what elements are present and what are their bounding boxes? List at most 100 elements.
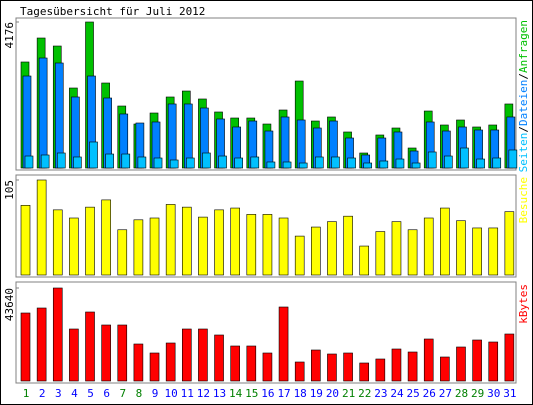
bar bbox=[327, 353, 337, 382]
bar bbox=[133, 343, 144, 382]
x-tick-label: 17 bbox=[277, 387, 290, 400]
bar bbox=[504, 211, 515, 276]
x-tick-label: 28 bbox=[455, 387, 468, 400]
y-max-label: 43640 bbox=[3, 288, 16, 321]
x-tick-label: 27 bbox=[439, 387, 452, 400]
bar bbox=[456, 346, 466, 382]
legend-entry: Dateien bbox=[517, 80, 530, 126]
bar bbox=[133, 219, 144, 276]
bar bbox=[101, 324, 111, 382]
bar bbox=[73, 156, 82, 169]
bar bbox=[167, 103, 177, 169]
x-tick-label: 14 bbox=[229, 387, 243, 400]
bar bbox=[423, 338, 434, 382]
x-tick-label: 5 bbox=[87, 387, 94, 400]
x-tick-label: 18 bbox=[294, 387, 307, 400]
bar bbox=[359, 245, 370, 276]
bar bbox=[359, 362, 370, 382]
bar bbox=[440, 356, 450, 382]
bar bbox=[117, 229, 128, 276]
bar bbox=[149, 352, 160, 382]
x-tick-label: 6 bbox=[103, 387, 110, 400]
bar bbox=[294, 361, 305, 382]
bar bbox=[202, 152, 211, 169]
bar bbox=[246, 214, 257, 276]
legend-entry: Besuche bbox=[517, 177, 530, 223]
bar bbox=[20, 205, 31, 276]
bar bbox=[460, 147, 469, 169]
bar bbox=[40, 154, 50, 169]
x-tick-label: 4 bbox=[71, 387, 78, 400]
bar bbox=[246, 345, 257, 382]
bar bbox=[101, 199, 111, 276]
y-max-label: 105 bbox=[3, 180, 16, 200]
bar bbox=[504, 333, 515, 382]
bar bbox=[315, 156, 324, 169]
bar bbox=[52, 287, 63, 382]
bar bbox=[456, 220, 466, 276]
bar bbox=[407, 229, 418, 276]
legend-separator: / bbox=[517, 73, 530, 80]
bar bbox=[311, 226, 321, 276]
legend-entry: Anfragen bbox=[517, 20, 530, 73]
bar bbox=[391, 348, 402, 382]
bar bbox=[391, 221, 402, 276]
bar bbox=[476, 158, 485, 169]
x-tick-label: 8 bbox=[136, 387, 143, 400]
bar bbox=[266, 161, 276, 169]
bar bbox=[278, 217, 289, 276]
x-tick-label: 7 bbox=[119, 387, 126, 400]
bar bbox=[262, 214, 273, 276]
x-tick-label: 3 bbox=[55, 387, 62, 400]
legend-entry: Seiten bbox=[517, 133, 530, 173]
bar bbox=[181, 206, 192, 276]
bar bbox=[327, 221, 337, 276]
bar bbox=[56, 152, 66, 169]
x-tick-label: 19 bbox=[310, 387, 323, 400]
bar bbox=[234, 157, 243, 169]
bar bbox=[69, 217, 79, 276]
legend-entry: kBytes bbox=[517, 284, 530, 324]
x-tick-label: 23 bbox=[374, 387, 387, 400]
bar bbox=[230, 345, 240, 382]
bar bbox=[472, 339, 482, 382]
bar bbox=[280, 116, 290, 169]
x-tick-label: 24 bbox=[390, 387, 404, 400]
bar bbox=[52, 209, 63, 276]
bar bbox=[149, 217, 160, 276]
bar bbox=[165, 204, 176, 276]
bar bbox=[250, 156, 260, 169]
bar bbox=[153, 157, 163, 169]
bar bbox=[20, 312, 31, 382]
bar bbox=[22, 75, 32, 169]
bar bbox=[298, 162, 308, 169]
bar bbox=[230, 207, 240, 276]
bar bbox=[423, 217, 434, 276]
bar bbox=[375, 358, 386, 382]
bar bbox=[89, 141, 98, 169]
x-tick-label: 25 bbox=[406, 387, 419, 400]
bar bbox=[24, 155, 34, 169]
bar bbox=[198, 216, 208, 276]
bar bbox=[85, 206, 95, 276]
x-tick-label: 20 bbox=[326, 387, 339, 400]
bar bbox=[54, 62, 64, 169]
bar bbox=[282, 161, 292, 169]
x-tick-label: 12 bbox=[197, 387, 210, 400]
x-tick-label: 9 bbox=[152, 387, 159, 400]
bar bbox=[343, 352, 353, 382]
x-tick-label: 11 bbox=[181, 387, 194, 400]
bar bbox=[69, 328, 79, 382]
bar bbox=[427, 151, 437, 169]
bar bbox=[343, 215, 353, 276]
chart-title: Tagesübersicht für Juli 2012 bbox=[20, 5, 205, 18]
x-tick-label: 10 bbox=[165, 387, 178, 400]
bar bbox=[218, 155, 227, 169]
bar bbox=[395, 158, 405, 169]
bar bbox=[214, 334, 224, 382]
y-max-label: 4176 bbox=[3, 22, 16, 49]
bar bbox=[296, 119, 306, 169]
bar bbox=[185, 157, 195, 169]
bar bbox=[488, 227, 499, 276]
